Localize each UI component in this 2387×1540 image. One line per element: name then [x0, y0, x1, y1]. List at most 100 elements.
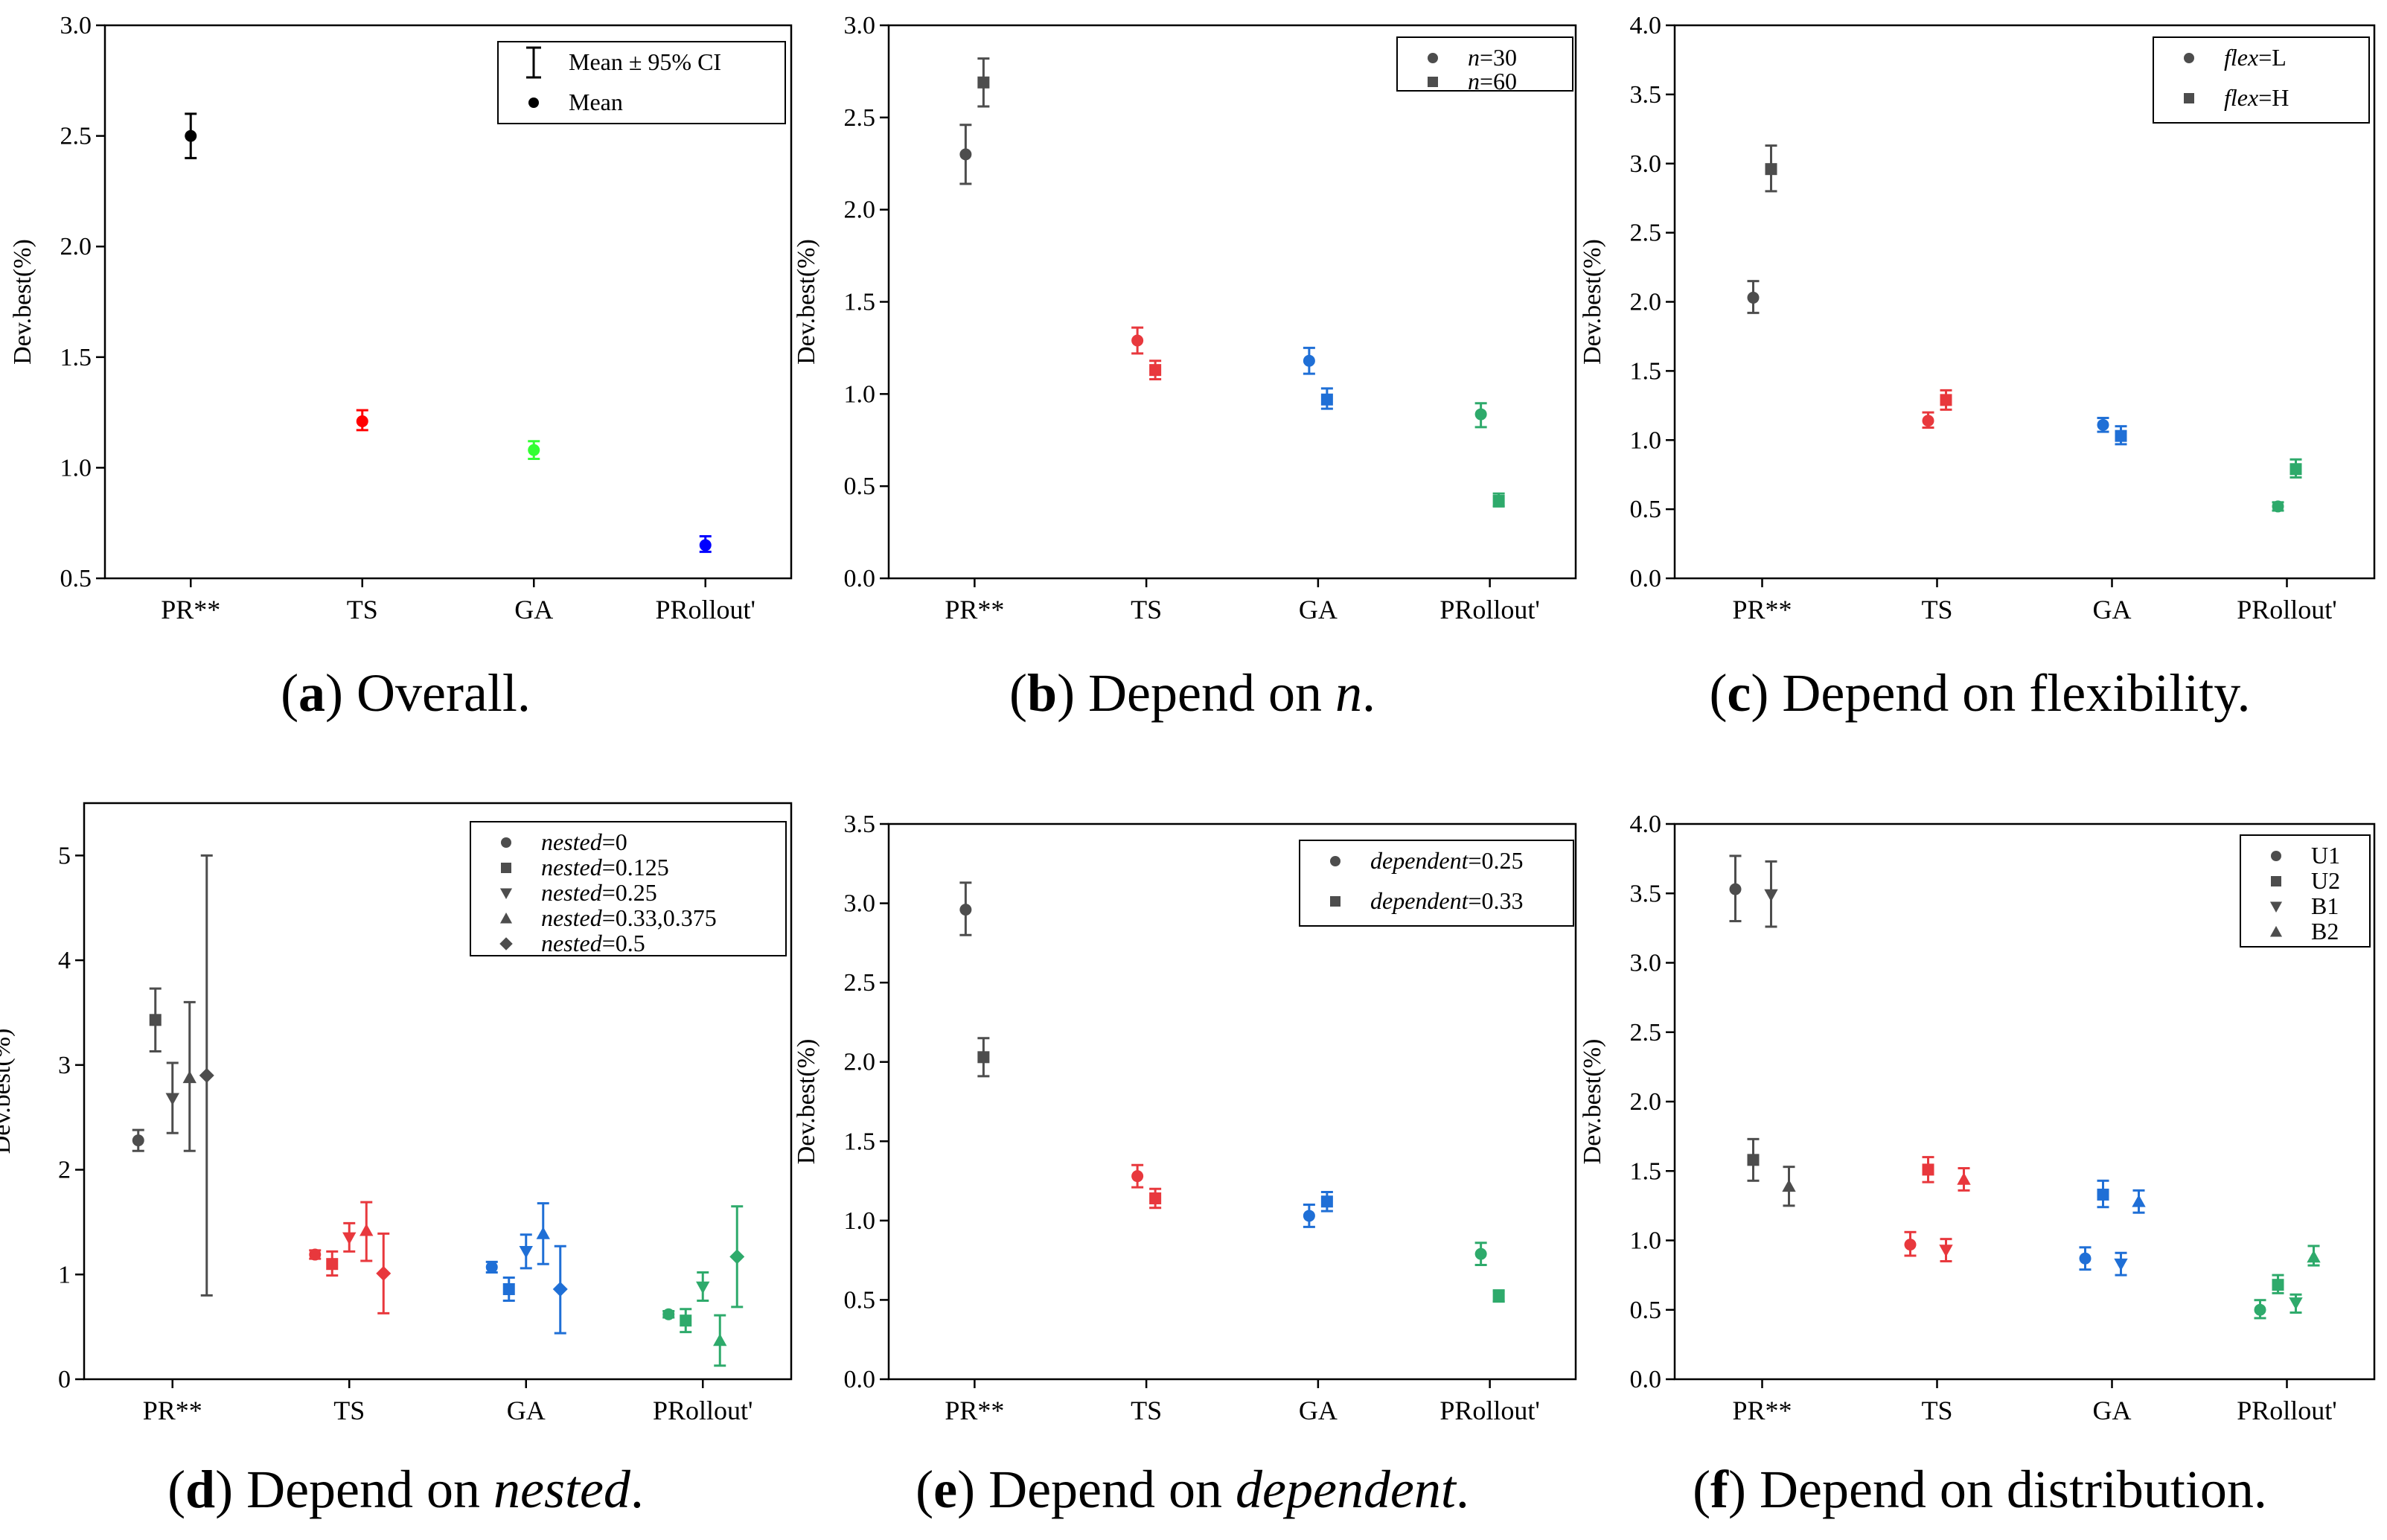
y-tick-label: 2.5	[1630, 220, 1662, 247]
legend-label: Mean ± 95% CI	[569, 48, 721, 75]
legend-marker	[501, 863, 511, 873]
y-tick-label: 1.5	[60, 344, 92, 371]
legend-label: nested=0.5	[541, 930, 645, 956]
x-tick-label: TS	[347, 595, 378, 624]
x-tick-label: GA	[1299, 595, 1338, 624]
x-tick-label: PR**	[1732, 1396, 1792, 1425]
x-tick-label: PRollout'	[2237, 1396, 2337, 1425]
plot-frame	[103, 24, 793, 580]
legend-label-italic: dependent	[1370, 887, 1469, 914]
series-nested=0.5	[199, 854, 745, 1335]
data-point	[342, 1232, 357, 1245]
legend-box	[497, 41, 786, 124]
panel-e: 0.0 0.5 1.0 1.5 2.0 2.5 3.0 3.5 Dev.best(%) PR** T…	[793, 811, 1577, 1519]
data-point	[1747, 291, 1760, 304]
legend-label: nested=0.33,0.375	[541, 904, 717, 931]
data-point	[552, 1281, 568, 1297]
data-point	[2254, 1303, 2266, 1316]
panel-c: 0.0 0.5 1.0 1.5 2.0 2.5 3.0 3.5 4.0 Dev.best(%) PR…	[1579, 12, 2376, 723]
y-tick-label: 0.0	[844, 1366, 876, 1393]
x-tick-label: GA	[1299, 1396, 1338, 1425]
legend-label-rest: =30	[1480, 44, 1517, 71]
legend-label-rest: =0	[602, 828, 627, 855]
data-point	[1922, 1163, 1934, 1176]
data-point	[680, 1314, 692, 1327]
y-tick-label: 3.5	[1630, 880, 1662, 907]
data-point	[713, 1333, 727, 1346]
legend-label-italic: nested	[541, 854, 603, 881]
data-point	[1957, 1172, 1971, 1185]
y-tick-label: 1.0	[844, 380, 876, 408]
y-tick-label: 2.5	[1630, 1019, 1662, 1047]
legend-marker	[1330, 896, 1341, 907]
data-point	[1474, 408, 1487, 421]
legend-label-italic: n	[1468, 68, 1480, 95]
caption-open: (	[1709, 663, 1727, 723]
x-tick-label: TS	[1131, 1396, 1162, 1425]
caption-letter: a	[298, 663, 325, 723]
data-point	[2272, 500, 2284, 513]
legend: nested=0nested=0.125nested=0.25nested=0.…	[470, 821, 787, 956]
caption: (e) Depend on dependent.	[916, 1460, 1469, 1519]
data-point	[1765, 163, 1777, 176]
y-tick-label: 0.5	[1630, 496, 1662, 523]
series-nested=0.25	[165, 1061, 710, 1302]
plot-frame	[887, 822, 1577, 1381]
y-tick-label: 2.0	[844, 1049, 876, 1076]
data-point	[959, 148, 972, 161]
caption-close: ) Depend on	[957, 1460, 1236, 1519]
series-dependent=0.33	[977, 1037, 1505, 1303]
legend-label: n=30	[1468, 44, 1517, 71]
data-point	[696, 1281, 710, 1294]
data-point	[2272, 1279, 2284, 1291]
data-point	[2307, 1250, 2321, 1263]
legend-marker	[501, 837, 511, 848]
y-tick-label: 2.0	[844, 197, 876, 224]
legend-label-rest: U2	[2311, 867, 2340, 894]
y-tick-label: 0	[58, 1366, 71, 1393]
data-point	[2097, 1188, 2109, 1201]
y-tick-label: 3.5	[1630, 81, 1662, 109]
y-axis-label: Dev.best(%)	[1579, 1039, 1606, 1165]
caption-open: (	[167, 1460, 185, 1519]
legend-label: nested=0	[541, 828, 627, 855]
y-tick-label: 1.0	[844, 1207, 876, 1235]
y-tick-label: 4.0	[1630, 811, 1662, 838]
legend-marker	[2271, 851, 2281, 861]
y-tick-label: 1.5	[1630, 357, 1662, 385]
x-tick-label: PR**	[945, 1396, 1004, 1425]
y-tick-label: 4.0	[1630, 12, 1662, 39]
y-tick-label: 1	[58, 1261, 71, 1288]
legend-marker	[2269, 925, 2283, 937]
y-tick-label: 3.0	[60, 12, 92, 39]
y-tick-label: 4	[58, 947, 71, 974]
data-point	[699, 539, 712, 552]
x-tick-label: PR**	[945, 595, 1004, 624]
caption: (a) Overall.	[281, 663, 531, 723]
caption-open: (	[916, 1460, 933, 1519]
x-tick-label: PRollout'	[655, 595, 755, 624]
caption: (f) Depend on distribution.	[1693, 1460, 2267, 1519]
caption-italic: n	[1335, 663, 1362, 723]
data-point	[360, 1223, 374, 1236]
data-point	[2289, 1297, 2303, 1310]
legend-label-italic: flex	[2224, 44, 2258, 71]
legend-label: U1	[2311, 842, 2340, 869]
legend-label-rest: =0.25	[602, 879, 657, 906]
legend-label-rest: =60	[1480, 68, 1517, 95]
legend-label-italic: n	[1468, 44, 1480, 71]
y-tick-label: 2.0	[1630, 1088, 1662, 1116]
data-point	[1492, 494, 1505, 507]
data-point	[1782, 1179, 1796, 1192]
data-point	[485, 1261, 498, 1274]
y-axis-label: Dev.best(%)	[9, 239, 36, 365]
data-point	[376, 1265, 392, 1281]
x-tick-label: PR**	[161, 595, 220, 624]
y-tick-label: 3.5	[844, 811, 876, 838]
legend-marker	[499, 937, 513, 950]
caption-close: ) Depend on flexibility.	[1751, 663, 2250, 723]
y-tick-label: 3.0	[844, 12, 876, 39]
data-point	[309, 1248, 322, 1261]
